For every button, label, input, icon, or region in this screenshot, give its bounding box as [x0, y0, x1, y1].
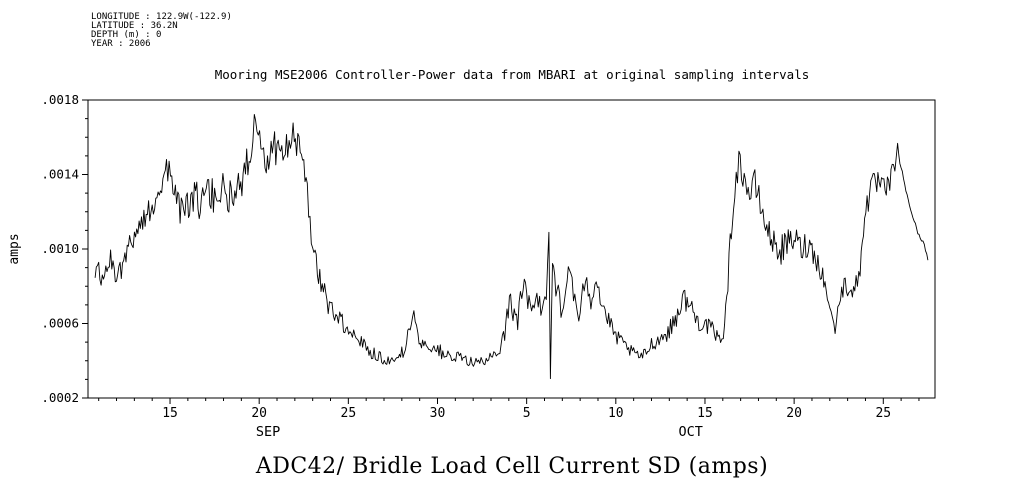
x-tick-label: 5: [523, 406, 531, 421]
y-tick-label: .0014: [41, 167, 79, 182]
chart-title: Mooring MSE2006 Controller-Power data fr…: [215, 67, 810, 82]
station-meta-block: LONGITUDE : 122.9W(-122.9) LATITUDE : 36…: [91, 12, 232, 49]
x-tick-label: 25: [341, 406, 357, 421]
x-tick-label: 20: [251, 406, 267, 421]
y-axis-label: amps: [7, 233, 22, 264]
x-tick-label: 15: [697, 406, 713, 421]
x-tick-label: 15: [162, 406, 178, 421]
plot-area: .0002 .0006 .0010 .0014 .0018 15 20 25 30 5 10 15 20…: [41, 92, 936, 440]
x-tick-label: 25: [875, 406, 891, 421]
meta-depth: DEPTH (m) : 0: [91, 30, 161, 40]
x-tick-label: 30: [430, 406, 446, 421]
y-tick-label: .0018: [41, 92, 79, 107]
meta-year: YEAR : 2006: [91, 39, 151, 49]
month-label: OCT: [679, 424, 703, 440]
y-tick-label: .0006: [41, 316, 79, 331]
figure-footer-title: ADC42/ Bridle Load Cell Current SD (amps…: [255, 454, 768, 479]
meta-latitude: LATITUDE : 36.2N: [91, 21, 178, 31]
y-tick-label: .0002: [41, 390, 79, 405]
plot-border: [87, 99, 936, 399]
y-tick-label: .0010: [41, 241, 79, 256]
x-tick-label: 10: [608, 406, 624, 421]
data-series-line: [94, 113, 929, 380]
x-tick-label: 20: [786, 406, 802, 421]
month-label: SEP: [256, 424, 280, 440]
meta-longitude: LONGITUDE : 122.9W(-122.9): [91, 12, 232, 22]
